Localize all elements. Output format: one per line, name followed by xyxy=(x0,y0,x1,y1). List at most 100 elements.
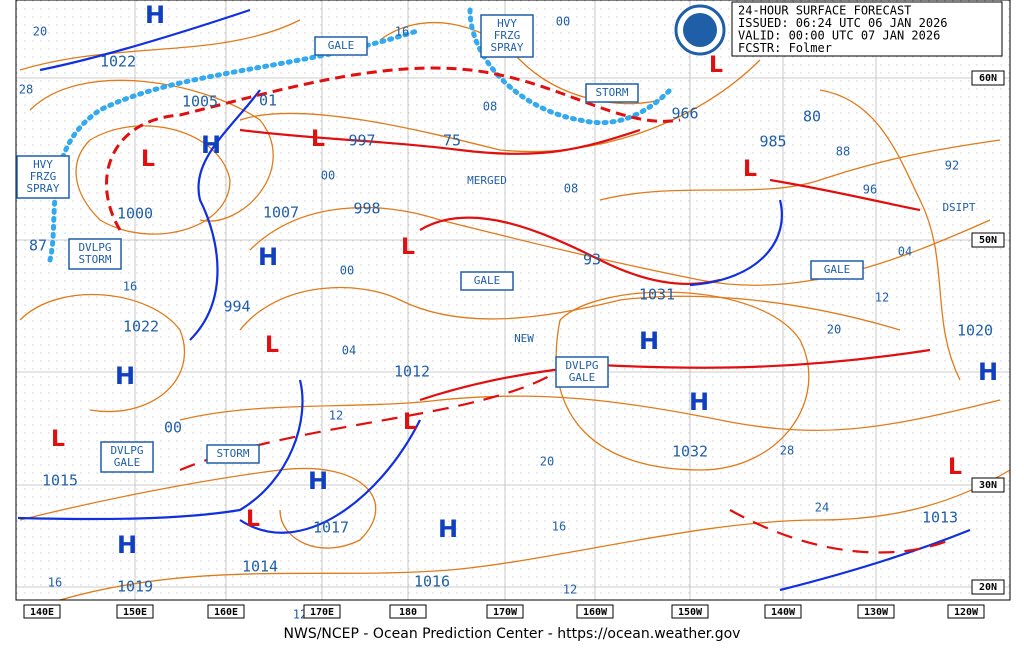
warning-text: GALE xyxy=(114,456,141,469)
warning-text: GALE xyxy=(824,263,851,276)
pressure-label: 93 xyxy=(583,251,601,269)
isobar-label: 16 xyxy=(395,25,409,39)
longitude-label: 150E xyxy=(123,607,147,618)
latitude-label: 50N xyxy=(979,235,997,246)
isobar-label: 20 xyxy=(540,455,554,469)
note: NEW xyxy=(514,332,534,345)
warning-frame xyxy=(206,444,260,464)
longitude-box xyxy=(486,604,524,619)
warning-box: GALE xyxy=(460,271,514,291)
warning-text: FRZG xyxy=(30,170,57,183)
latitude-box xyxy=(971,477,1005,493)
high-center: H xyxy=(145,1,165,29)
map-background xyxy=(16,0,1010,600)
pressure-label: 1015 xyxy=(42,472,78,490)
low-center: L xyxy=(403,410,417,435)
pressure-label: 1022 xyxy=(123,318,159,336)
warning-text: DVLPG xyxy=(110,444,143,457)
low-center: L xyxy=(311,127,325,152)
warning-text: FRZG xyxy=(494,29,521,42)
warning-text: SPRAY xyxy=(26,182,59,195)
longitude-label: 160W xyxy=(583,607,608,618)
pressure-label: 998 xyxy=(353,200,380,218)
longitude-label: 140W xyxy=(771,607,796,618)
warning-text: STORM xyxy=(595,86,628,99)
longitude-box xyxy=(116,604,154,619)
header-line: 24-HOUR SURFACE FORECAST xyxy=(738,4,911,18)
warning-frame xyxy=(314,36,368,56)
pressure-label: 75 xyxy=(443,132,461,150)
low-center: L xyxy=(246,507,260,532)
longitude-box xyxy=(389,604,427,619)
pressure-label: 994 xyxy=(223,298,250,316)
high-center: H xyxy=(639,327,659,355)
pressure-label: 1022 xyxy=(100,53,136,71)
warning-frame xyxy=(480,14,534,58)
latitude-box xyxy=(971,232,1005,248)
pressure-label: 966 xyxy=(671,105,698,123)
isobar-label: 16 xyxy=(48,576,62,590)
pressure-label: 1000 xyxy=(117,205,153,223)
isobar-label: 12 xyxy=(563,583,577,597)
low-center: L xyxy=(709,53,723,78)
pressure-label: 997 xyxy=(348,132,375,150)
isobar-label: 28 xyxy=(19,83,33,97)
isobar-label: 16 xyxy=(552,520,566,534)
warning-frame xyxy=(810,260,864,280)
isobar-label: 12 xyxy=(329,409,343,423)
pressure-label: 80 xyxy=(803,108,821,126)
pressure-label: 1032 xyxy=(672,443,708,461)
longitude-label: 120W xyxy=(954,607,979,618)
isobar-label: 96 xyxy=(863,183,877,197)
latitude-label: 20N xyxy=(979,582,997,593)
low-center: L xyxy=(401,235,415,260)
longitude-label: 140E xyxy=(30,607,54,618)
warning-frame xyxy=(460,271,514,291)
warning-text: DVLPG xyxy=(78,241,111,254)
header-box xyxy=(731,1,1003,57)
pressure-label: 1031 xyxy=(639,286,675,304)
latitude-label: 60N xyxy=(979,73,997,84)
warning-box: GALE xyxy=(314,36,368,56)
header-line: FCSTR: Folmer xyxy=(738,41,832,55)
high-center: H xyxy=(689,388,709,416)
isobar-label: 24 xyxy=(815,501,829,515)
high-center: H xyxy=(978,358,998,386)
isobar-label: 88 xyxy=(836,145,850,159)
longitude-label: 180 xyxy=(399,607,417,618)
longitude-label: 170E xyxy=(310,607,334,618)
longitude-box xyxy=(671,604,709,619)
pressure-label: 1020 xyxy=(957,322,993,340)
warning-text: GALE xyxy=(569,371,596,384)
isobar-label: 92 xyxy=(945,159,959,173)
longitude-box xyxy=(857,604,895,619)
isobar-label: 00 xyxy=(321,169,335,183)
warning-text: STORM xyxy=(78,253,111,266)
isobar-label: 04 xyxy=(898,245,912,259)
warning-box: GALE xyxy=(810,260,864,280)
isobar-label: 20 xyxy=(827,323,841,337)
isobar-label: 12 xyxy=(875,291,889,305)
warning-box: STORM xyxy=(585,83,639,103)
longitude-box xyxy=(207,604,245,619)
high-center: H xyxy=(438,515,458,543)
isobar-label: 28 xyxy=(780,444,794,458)
warning-text: HVY xyxy=(33,158,53,171)
note: DSIPT xyxy=(942,201,975,214)
pressure-label: 1016 xyxy=(414,573,450,591)
pressure-label: 1007 xyxy=(263,204,299,222)
warning-frame xyxy=(555,356,609,388)
footer: NWS/NCEP - Ocean Prediction Center - htt… xyxy=(284,626,741,642)
longitude-box xyxy=(303,604,341,619)
warning-text: SPRAY xyxy=(490,41,523,54)
isobar-label: 08 xyxy=(564,182,578,196)
pressure-label: 1012 xyxy=(394,363,430,381)
high-center: H xyxy=(201,131,221,159)
warning-text: HVY xyxy=(497,17,517,30)
warning-text: DVLPG xyxy=(565,359,598,372)
